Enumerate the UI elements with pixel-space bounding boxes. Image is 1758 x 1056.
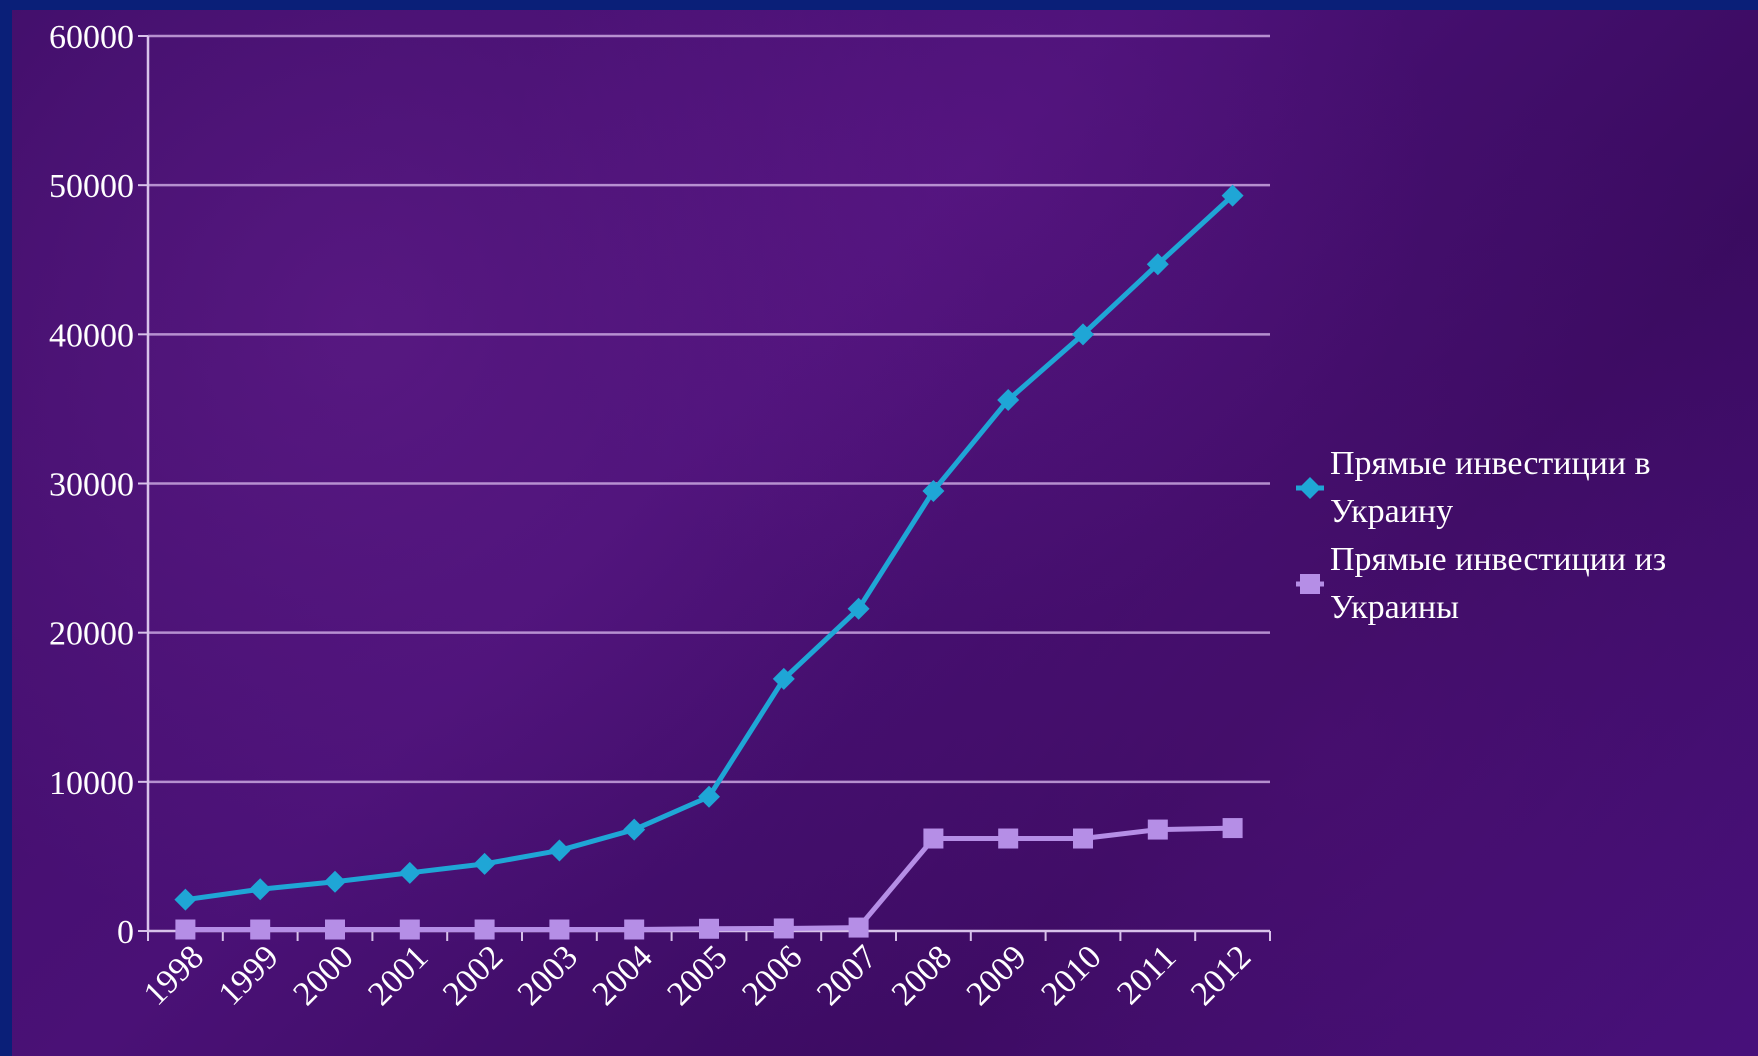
data-point: [923, 828, 944, 849]
legend-label: Прямые инвестиции в Украину: [1330, 445, 1651, 530]
x-tick-label: 1998: [137, 938, 211, 1012]
data-point: [1222, 818, 1243, 839]
data-point: [325, 919, 345, 940]
data-point: [699, 918, 719, 939]
x-tick-label: 2011: [1110, 938, 1183, 1011]
data-point: [249, 878, 272, 901]
series-1: [174, 184, 1244, 911]
data-point: [1221, 184, 1244, 207]
x-tick-label: 2000: [286, 938, 360, 1012]
data-point: [324, 870, 346, 893]
data-point: [847, 597, 870, 620]
data-point: [997, 388, 1020, 411]
x-tick-label: 1999: [212, 938, 286, 1012]
legend-label-line: Прямые инвестиции в: [1330, 445, 1651, 482]
legend-item-2: Прямые инвестиции из Украины: [1296, 541, 1666, 626]
legend-label-line: Прямые инвестиции из: [1330, 541, 1666, 578]
series-layer: [174, 184, 1244, 940]
data-point: [772, 667, 795, 690]
x-tick-label: 2006: [735, 938, 809, 1012]
data-point: [399, 919, 420, 940]
x-tick-label: 2007: [810, 938, 884, 1012]
data-point: [1146, 253, 1169, 276]
y-tick-label: 60000: [49, 19, 134, 56]
data-point: [548, 839, 571, 862]
data-point: [922, 479, 945, 502]
y-tick-label: 0: [117, 914, 134, 951]
y-tick-label: 40000: [49, 317, 134, 354]
x-tick-label: 2002: [436, 938, 510, 1012]
data-point: [848, 917, 869, 938]
data-point: [773, 918, 794, 939]
x-tick-label: 2009: [960, 938, 1034, 1012]
y-tick-label: 30000: [49, 467, 134, 504]
data-point: [1073, 828, 1093, 849]
x-tick-label: 2012: [1184, 938, 1258, 1012]
data-point: [549, 919, 570, 940]
y-tick-label: 10000: [49, 765, 134, 802]
data-point: [250, 919, 271, 940]
data-point: [473, 852, 496, 875]
data-point: [1147, 819, 1168, 840]
series-2: [175, 818, 1243, 940]
data-point: [623, 818, 646, 841]
legend-swatch-marker: [1300, 574, 1320, 594]
y-axis-ticks: 0 10000 20000 30000 40000 50000 60000: [49, 19, 148, 951]
legend-label-line: Украину: [1330, 493, 1453, 530]
data-point: [474, 919, 495, 940]
x-axis-ticks: 1998 1999 2000 2001 2002 2003 2004 2005 2006 2007…: [137, 931, 1271, 1013]
data-point: [624, 919, 645, 940]
legend-label-line: Украины: [1330, 589, 1459, 626]
data-point: [175, 919, 196, 940]
x-tick-label: 2003: [511, 938, 585, 1012]
legend-item-1: Прямые инвестиции в Украину: [1296, 445, 1651, 530]
data-point: [998, 828, 1019, 849]
y-tick-label: 50000: [49, 168, 134, 205]
y-tick-label: 20000: [49, 616, 134, 653]
x-tick-label: 2008: [885, 938, 959, 1012]
legend-swatch-marker: [1299, 477, 1321, 499]
x-tick-label: 2004: [586, 938, 660, 1012]
data-point: [398, 861, 421, 884]
x-tick-label: 2001: [361, 938, 435, 1012]
legend-label: Прямые инвестиции из Украины: [1330, 541, 1666, 626]
x-tick-label: 2010: [1034, 938, 1108, 1012]
data-point: [174, 888, 197, 911]
data-point: [698, 785, 720, 808]
x-tick-label: 2005: [660, 938, 734, 1012]
gridlines: [148, 34, 1270, 784]
data-point: [1072, 323, 1094, 346]
